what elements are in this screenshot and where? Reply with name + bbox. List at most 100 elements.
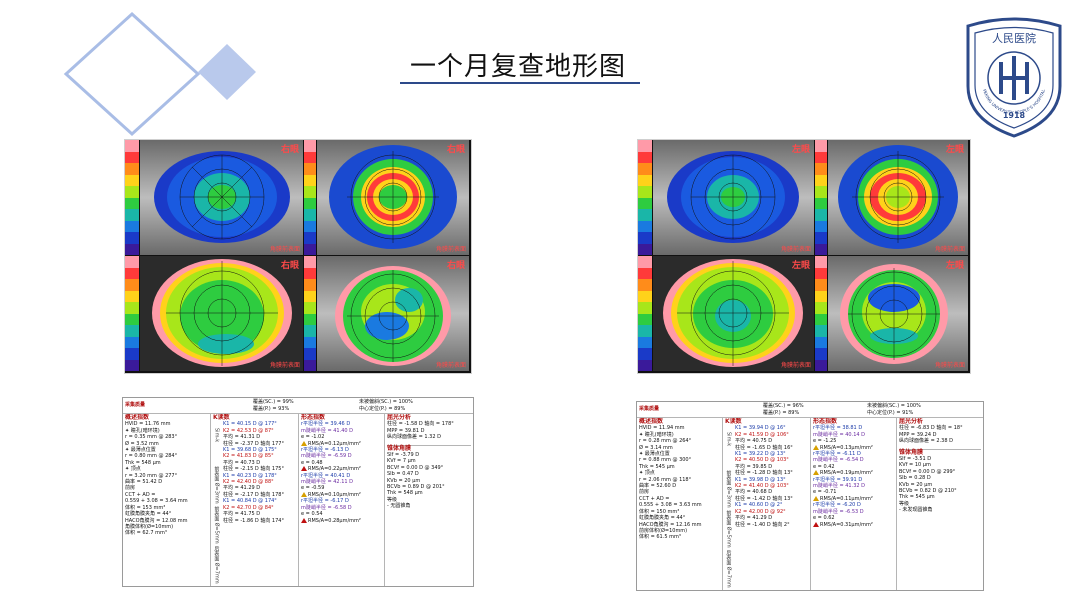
diamond-filled — [198, 44, 256, 100]
right-map-pachymetry: 左眼 角膜前表面 — [653, 256, 814, 371]
table-line: r平坦半径 = -6.17 D — [301, 498, 349, 505]
table-line: RMS/A=0.10µm/mm² — [301, 491, 382, 498]
table-line: r平坦半径 = -6.11 D — [813, 451, 861, 458]
table-line: ✦ 顶点 — [639, 470, 655, 477]
right-header-right-2: 中心定位(P.) = 91% — [867, 410, 914, 416]
left-color-scale-bottom — [125, 256, 139, 371]
warning-icon — [301, 466, 307, 472]
table-line: MPP = 39.24 D — [899, 431, 937, 438]
left-vlabel-3: 前表面 Ø=5mm — [213, 506, 220, 544]
table-line: RMS/A=0.11µm/mm² — [813, 495, 894, 502]
table-line: 前房体积(Ø=10mm) — [639, 527, 688, 534]
table-line: 曲率 = 51.42 D — [125, 479, 163, 486]
left-color-scale-top — [125, 140, 139, 255]
logo-year: 1918 — [1003, 111, 1026, 120]
table-line: e = -0.59 — [301, 485, 325, 492]
left-col3-title: 形态指数 — [301, 414, 326, 421]
warning-icon — [813, 470, 819, 476]
right-table-header: 采集质量 覆盖(SC.) = 96% 覆盖(P.) = 89% 未被偏斜(SC.… — [637, 402, 983, 418]
table-line: r = 0.28 mm @ 264° — [639, 438, 692, 445]
table-line: 体积 = 61.5 mm³ — [639, 534, 681, 541]
right-quad-footer-3: 角膜前表面 — [780, 362, 811, 369]
table-line: RMS/A=0.22µm/mm² — [301, 466, 382, 472]
right-vlabel-2: 前表面 Ø=3mm — [725, 470, 732, 508]
table-line: CCT + AD = — [639, 495, 670, 502]
table-line: ✦ 瞳孔(暗环境) — [639, 431, 674, 438]
right-color-scale-mid-bottom — [815, 256, 827, 371]
warning-icon — [813, 444, 819, 450]
table-line: SIb = 0.47 D — [387, 471, 419, 478]
left-map-pachymetry: 右眼 角膜前表面 — [140, 256, 303, 371]
decorative-diamonds — [63, 11, 256, 137]
table-line: 0.559 + 3.08 = 3.64 mm — [125, 498, 188, 505]
table-line: 柱径 = -1.65 D 轴向 16° — [735, 444, 793, 451]
table-line: K2 = 42.70 D @ 84° — [223, 504, 274, 511]
left-vlabel-4: 后表面 Ø=7mm — [213, 546, 220, 584]
table-line: r平坦半径 = 38.81 D — [813, 425, 863, 432]
table-line: BCVf = 0.00 D @ 349° — [387, 464, 444, 471]
table-line: 平均 = 40.68 D — [735, 489, 773, 496]
table-line: m陡峭半径 = 40.14 D — [813, 431, 865, 438]
table-line: - 未发现圆锥角 — [899, 507, 933, 514]
table-line: e = -1.25 — [813, 438, 837, 445]
left-col2-title: K读数 — [213, 414, 230, 421]
table-line: 柱径 = -1.86 D 轴向 174° — [223, 517, 284, 524]
table-line: K2 = 42.53 D @ 87° — [223, 427, 274, 434]
table-line: RMS/A=0.12µm/mm² — [301, 440, 382, 447]
table-line: 虹膜角膜夹角 = 44° — [125, 511, 172, 518]
left-header-title: 采集质量 — [125, 402, 146, 408]
table-line: 虹膜角膜夹角 = 44° — [639, 515, 686, 522]
right-header-mid-1: 覆盖(SC.) = 96% — [763, 403, 804, 409]
table-line: Thk = 548 µm — [387, 490, 423, 497]
table-line: r = 0.80 mm @ 284° — [125, 453, 178, 460]
table-line: 柱径 = -6.83 D 轴向 = 18° — [899, 425, 963, 432]
right-quad-footer-2: 角膜前表面 — [934, 246, 965, 253]
left-quad-footer-3: 角膜前表面 — [269, 362, 300, 369]
table-line: 平均 = 41.29 D — [735, 515, 773, 522]
left-header-right-1: 未被偏斜(SC.) = 100% — [359, 399, 413, 405]
table-line: K1 = 39.68 D @ 175° — [223, 447, 277, 454]
table-line: r = 0.88 mm @ 300° — [639, 457, 692, 464]
right-col-overview: 概述指数 HVID = 11.94 mm ✦ 瞳孔(暗环境) r = 0.28 mm… — [637, 418, 723, 590]
table-line: K2 = 41.40 D @ 103° — [735, 483, 789, 490]
page-title: 一个月复查地形图 — [410, 52, 627, 82]
left-map-anterior-sagittal: 右眼 角膜前表面 — [140, 140, 303, 255]
table-line: - 无圆锥角 — [387, 503, 411, 510]
table-line: 柱径 = -1.28 D 轴向 13° — [735, 470, 793, 477]
table-line: 平均 = 41.75 D — [223, 511, 261, 518]
left-eye-label-1: 右眼 — [280, 145, 299, 155]
table-line: 纵向球面像差 = 2.38 D — [899, 438, 953, 445]
left-col-k-readings: K读数 Sim-k 前表面 Ø=3mm 前表面 Ø=5mm 后表面 Ø=7mm … — [211, 414, 299, 586]
table-line: 柱径 = -1.58 D 轴向 = 178° — [387, 421, 454, 428]
table-line: ✦ 最薄点位置 — [639, 451, 670, 458]
table-line: r平坦半径 = 40.41 D — [301, 472, 351, 479]
left-col-overview: 概述指数 HVID = 11.76 mm ✦ 瞳孔(暗环境) r = 0.35 mm… — [123, 414, 211, 586]
table-line: Ø = 3.52 mm — [125, 440, 159, 447]
table-line: 柱径 = -2.15 D 轴向 175° — [223, 466, 284, 473]
right-eye-label-1: 左眼 — [791, 145, 810, 155]
table-line: r平坦半径 = 39.46 D — [301, 421, 351, 428]
table-line: 前房 — [125, 485, 136, 492]
left-vlabel-1: Sim-k — [213, 428, 220, 443]
table-line: K2 = 42.40 D @ 88° — [223, 479, 274, 486]
table-line: 曲率 = 52.60 D — [639, 483, 677, 490]
table-line: SIf = -3.79 D — [387, 452, 420, 459]
table-line: 等级 — [899, 500, 910, 507]
right-col4-sub: 锥体角膜 — [899, 448, 981, 456]
table-line: m陡峭半径 = -6.59 D — [301, 453, 352, 460]
right-col3-title: 形态指数 — [813, 418, 838, 425]
right-col1-title: 概述指数 — [639, 418, 664, 425]
table-line: r平坦半径 = -6.20 D — [813, 502, 861, 509]
table-line: K1 = 39.94 D @ 16° — [735, 425, 786, 432]
table-line: 体积 = 62.7 mm³ — [125, 530, 167, 537]
table-line: HVID = 11.94 mm — [639, 425, 685, 432]
right-col4-title: 屈光分析 — [899, 418, 924, 425]
table-line: KVb = 20 µm — [387, 477, 421, 484]
table-line: e = 0.42 — [813, 463, 835, 470]
table-line: ✦ 最薄点位置 — [125, 447, 156, 454]
hospital-logo: 人民医院 1918 PEKING UNIVERSITY PEOPLE'S HOS… — [966, 17, 1062, 138]
table-line: HVID = 11.76 mm — [125, 421, 171, 428]
table-line: r平坦半径 = -6.13 D — [301, 447, 349, 454]
